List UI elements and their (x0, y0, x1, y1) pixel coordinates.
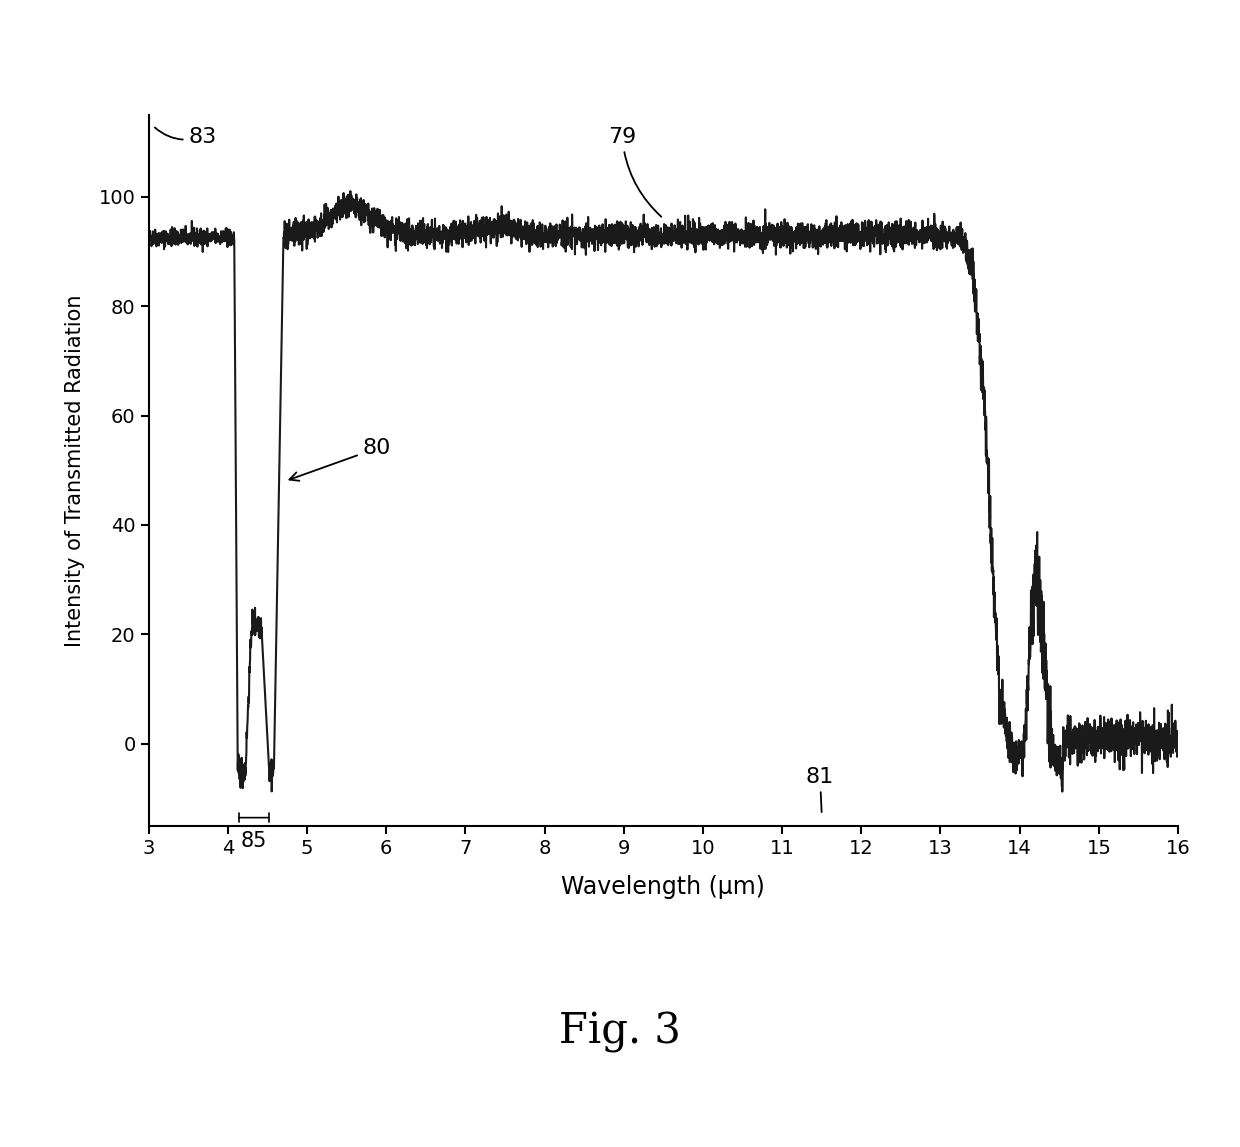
Text: Fig. 3: Fig. 3 (559, 1012, 681, 1053)
Text: 85: 85 (241, 832, 267, 851)
Text: 81: 81 (806, 766, 835, 812)
Text: 80: 80 (289, 438, 391, 481)
Text: 83: 83 (155, 126, 217, 147)
Text: 79: 79 (608, 126, 661, 217)
Y-axis label: Intensity of Transmitted Radiation: Intensity of Transmitted Radiation (64, 294, 84, 647)
X-axis label: Wavelength (μm): Wavelength (μm) (562, 875, 765, 899)
